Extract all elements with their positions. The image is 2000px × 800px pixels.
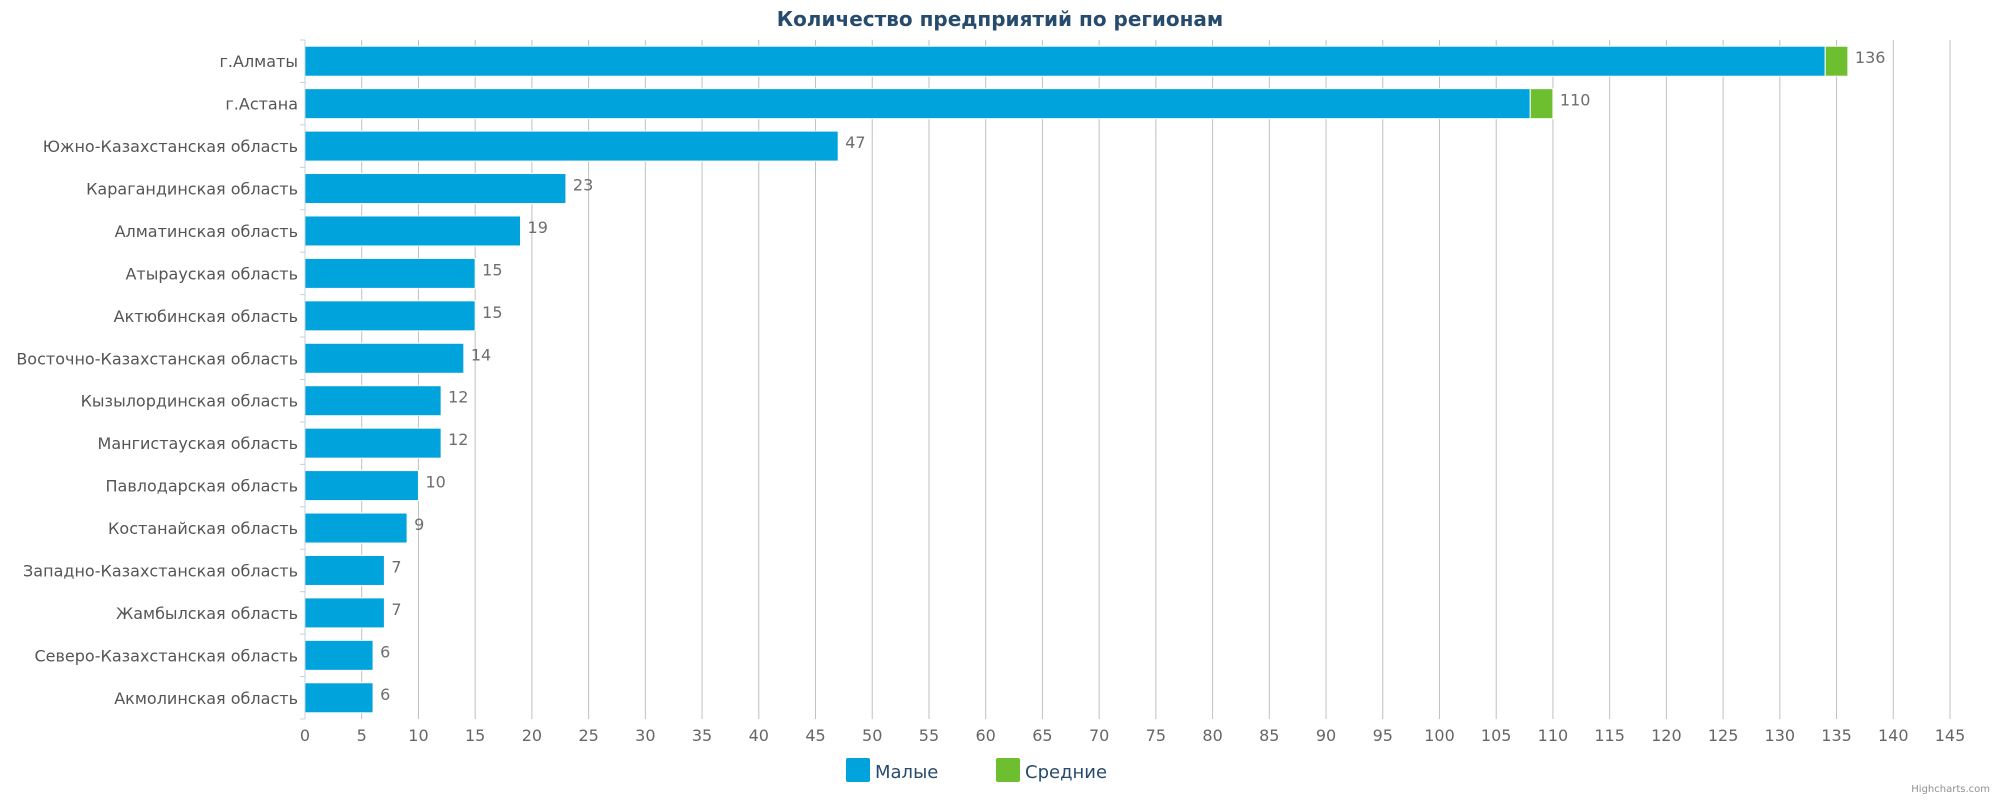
data-label: 12: [448, 430, 468, 449]
bar-small[interactable]: [304, 130, 839, 162]
chart-title: Количество предприятий по регионам: [777, 7, 1224, 31]
legend-item-medium[interactable]: Средние: [996, 758, 1107, 783]
legend-swatch: [996, 758, 1020, 782]
category-label: Карагандинская область: [86, 180, 298, 199]
data-label: 7: [391, 600, 401, 619]
x-tick-label: 40: [749, 726, 769, 745]
credits-link[interactable]: Highcharts.com: [1911, 784, 1990, 795]
value-axis: 0 5 10 15 20 25 30 35 40 45 50 55 60 65 70 75 80 85 90 95 10…: [300, 726, 1965, 745]
category-label: Алматинская область: [115, 222, 298, 241]
x-tick-label: 140: [1878, 726, 1909, 745]
category-label: Западно-Казахстанская область: [23, 561, 298, 580]
data-label: 7: [391, 557, 401, 576]
category-axis: г.Алматы г.Астана Южно-Казахстанская облас…: [16, 39, 306, 720]
bar-small[interactable]: [304, 385, 442, 417]
data-label: 136: [1855, 48, 1886, 67]
x-tick-label: 30: [635, 726, 655, 745]
category-label: Восточно-Казахстанская область: [16, 349, 298, 368]
x-tick-label: 95: [1373, 726, 1393, 745]
x-tick-label: 70: [1089, 726, 1109, 745]
bars: [304, 45, 1849, 714]
bar-small[interactable]: [304, 470, 419, 502]
x-tick-label: 75: [1146, 726, 1166, 745]
data-label: 6: [380, 685, 390, 704]
legend-label: Малые: [875, 762, 938, 783]
bar-small[interactable]: [304, 554, 385, 586]
category-label: Актюбинская область: [114, 307, 298, 326]
x-tick-label: 130: [1765, 726, 1796, 745]
x-tick-label: 65: [1032, 726, 1052, 745]
category-label: Жамбылская область: [116, 604, 298, 623]
bar-small[interactable]: [304, 88, 1531, 120]
x-tick-label: 145: [1935, 726, 1966, 745]
data-label: 14: [471, 345, 491, 364]
x-tick-label: 5: [357, 726, 367, 745]
bar-small[interactable]: [304, 173, 567, 205]
x-tick-label: 60: [976, 726, 996, 745]
data-label: 9: [414, 515, 424, 534]
data-label: 10: [425, 473, 445, 492]
data-label: 19: [528, 218, 548, 237]
bar-small[interactable]: [304, 342, 465, 374]
x-tick-label: 100: [1424, 726, 1455, 745]
data-label: 15: [482, 260, 502, 279]
x-tick-label: 85: [1259, 726, 1279, 745]
legend-item-small[interactable]: Малые: [846, 758, 938, 783]
x-tick-label: 45: [805, 726, 825, 745]
bar-medium[interactable]: [1824, 45, 1849, 77]
bar-small[interactable]: [304, 639, 374, 671]
x-tick-label: 105: [1481, 726, 1512, 745]
bar-small[interactable]: [304, 300, 476, 332]
x-tick-label: 20: [522, 726, 542, 745]
x-tick-label: 125: [1708, 726, 1739, 745]
category-label: Атырауская область: [125, 264, 298, 283]
bar-small[interactable]: [304, 512, 408, 544]
x-tick-label: 10: [408, 726, 428, 745]
x-tick-label: 25: [578, 726, 598, 745]
data-label: 12: [448, 388, 468, 407]
x-tick-label: 55: [919, 726, 939, 745]
x-tick-label: 80: [1202, 726, 1222, 745]
bar-small[interactable]: [304, 215, 522, 247]
category-label: Кызылординская область: [81, 392, 298, 411]
x-tick-label: 0: [300, 726, 310, 745]
category-label: г.Алматы: [220, 52, 299, 71]
x-tick-label: 35: [692, 726, 712, 745]
category-label: г.Астана: [225, 95, 298, 114]
bar-small[interactable]: [304, 257, 476, 289]
category-label: Акмолинская область: [114, 689, 298, 708]
bar-small[interactable]: [304, 427, 442, 459]
category-label: Костанайская область: [108, 519, 298, 538]
bar-medium[interactable]: [1529, 88, 1554, 120]
data-label: 6: [380, 642, 390, 661]
data-label: 110: [1560, 91, 1591, 110]
legend: Малые Средние: [846, 758, 1107, 783]
category-label: Северо-Казахстанская область: [34, 646, 298, 665]
legend-label: Средние: [1025, 762, 1107, 783]
bar-small[interactable]: [304, 597, 385, 629]
bar-small[interactable]: [304, 45, 1826, 77]
data-label: 23: [573, 176, 593, 195]
category-label: Павлодарская область: [105, 477, 298, 496]
x-tick-label: 120: [1651, 726, 1682, 745]
data-label: 15: [482, 303, 502, 322]
category-label: Мангистауская область: [98, 434, 298, 453]
category-label: Южно-Казахстанская область: [43, 137, 298, 156]
data-labels: 136 110 47 23 19 15 15 14 12 12 10 9 7 7 6 6: [380, 48, 1885, 704]
x-tick-label: 115: [1594, 726, 1625, 745]
data-label: 47: [845, 133, 865, 152]
bar-small[interactable]: [304, 682, 374, 714]
x-tick-label: 50: [862, 726, 882, 745]
x-tick-label: 135: [1821, 726, 1852, 745]
x-tick-label: 90: [1316, 726, 1336, 745]
x-tick-label: 15: [465, 726, 485, 745]
x-tick-label: 110: [1538, 726, 1569, 745]
legend-swatch: [846, 758, 870, 782]
